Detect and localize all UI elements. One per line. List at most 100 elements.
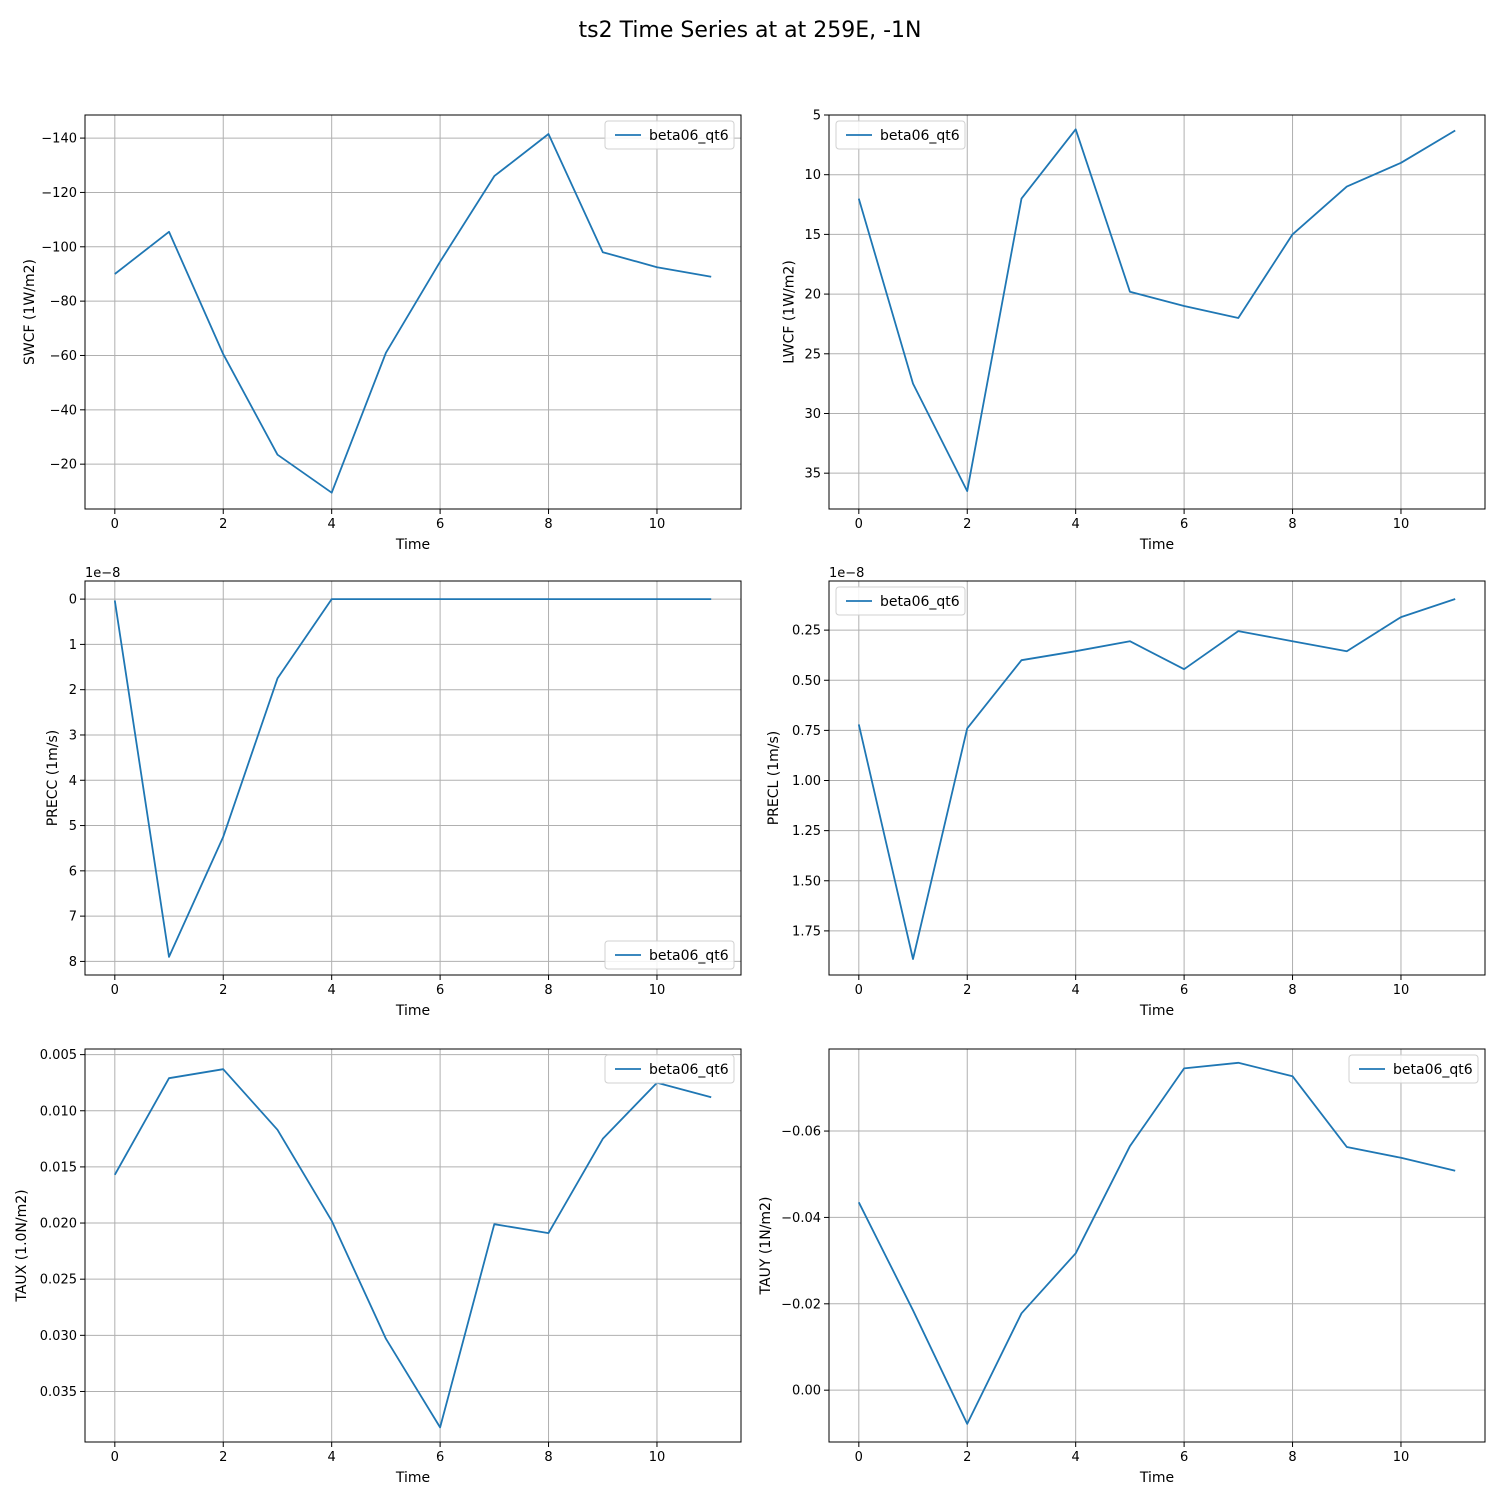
x-tick-label: 4 xyxy=(1072,517,1080,532)
x-tick-label: 2 xyxy=(963,983,971,998)
x-tick-label: 2 xyxy=(963,517,971,532)
axes-frame xyxy=(828,580,1486,976)
axes-frame xyxy=(84,580,742,976)
x-tick-label: 8 xyxy=(544,517,552,532)
y-tick-label: 2 xyxy=(69,683,77,698)
x-tick-label: 10 xyxy=(1393,517,1410,532)
legend-label: beta06_qt6 xyxy=(880,594,960,610)
y-tick-label: 20 xyxy=(804,288,821,303)
legend: beta06_qt6 xyxy=(604,120,735,150)
legend-box xyxy=(604,940,735,970)
x-tick-label: 4 xyxy=(1072,983,1080,998)
x-tick-label: 6 xyxy=(1180,517,1188,532)
legend: beta06_qt6 xyxy=(604,1054,735,1084)
y-axis-label: TAUX (1.0N/m2) xyxy=(14,1189,30,1302)
x-tick-label: 0 xyxy=(111,983,119,998)
x-tick-label: 10 xyxy=(649,1450,666,1465)
x-axis-label: Time xyxy=(1139,1003,1174,1019)
legend-box xyxy=(835,120,966,150)
y-axis-label: SWCF (1W/m2) xyxy=(22,259,38,365)
series-line-beta06_qt6 xyxy=(113,598,712,958)
legend: beta06_qt6 xyxy=(835,120,966,150)
x-tick-label: 10 xyxy=(649,983,666,998)
y-tick-label: −100 xyxy=(41,240,77,255)
x-axis-label: Time xyxy=(1139,1470,1174,1486)
legend-label: beta06_qt6 xyxy=(649,1062,729,1078)
legend-box xyxy=(604,1054,735,1084)
y-tick-label: −120 xyxy=(41,186,77,201)
y-tick-label: 6 xyxy=(69,864,77,879)
legend-label: beta06_qt6 xyxy=(1393,1062,1473,1078)
subplot-2: 0 2 4 6 8 10 5 10 15 20 25 30 35 Time LWCF (1W/m2) beta… xyxy=(781,109,1486,553)
y-tick-label: −0.06 xyxy=(781,1125,821,1140)
x-tick-label: 2 xyxy=(219,1450,227,1465)
y-tick-label: 0.025 xyxy=(40,1273,77,1288)
x-axis-label: Time xyxy=(395,537,430,553)
y-tick-label: 0.25 xyxy=(792,624,821,639)
x-tick-label: 4 xyxy=(328,983,336,998)
y-tick-label: 1.25 xyxy=(792,824,821,839)
y-tick-label: 30 xyxy=(804,407,821,422)
y-tick-label: 0.030 xyxy=(40,1329,77,1344)
y-tick-label: −60 xyxy=(50,349,77,364)
y-axis-label: LWCF (1W/m2) xyxy=(781,260,797,364)
x-axis-label: Time xyxy=(1139,537,1174,553)
x-tick-label: 0 xyxy=(111,517,119,532)
y-tick-label: 8 xyxy=(69,955,77,970)
x-tick-label: 4 xyxy=(328,1450,336,1465)
subplot-5: 0 2 4 6 8 10 0.005 0.010 0.015 0.020 0.025 0.030 0.0… xyxy=(14,1048,742,1486)
x-tick-label: 2 xyxy=(963,1450,971,1465)
y-tick-label: 25 xyxy=(804,347,821,362)
x-tick-label: 8 xyxy=(1288,517,1296,532)
x-tick-label: 10 xyxy=(1393,1450,1410,1465)
y-offset-text: 1e−8 xyxy=(829,566,864,581)
x-tick-label: 10 xyxy=(649,517,666,532)
y-tick-label: −0.02 xyxy=(781,1297,821,1312)
x-axis-label: Time xyxy=(395,1003,430,1019)
y-tick-label: 0.015 xyxy=(40,1160,77,1175)
y-tick-label: 0.010 xyxy=(40,1104,77,1119)
series-line-beta06_qt6 xyxy=(857,598,1456,960)
y-tick-label: 1.75 xyxy=(792,924,821,939)
y-tick-label: 0.75 xyxy=(792,724,821,739)
y-tick-label: −80 xyxy=(50,295,77,310)
y-tick-label: 5 xyxy=(69,819,77,834)
legend-label: beta06_qt6 xyxy=(649,948,729,964)
x-tick-label: 10 xyxy=(1393,983,1410,998)
y-tick-label: −140 xyxy=(41,132,77,147)
x-tick-label: 6 xyxy=(436,517,444,532)
x-tick-label: 4 xyxy=(1072,1450,1080,1465)
y-tick-label: 0.005 xyxy=(40,1048,77,1063)
subplot-3: 0 2 4 6 8 10 0 1 2 3 4 5 6 7 8 Time PRECC (1m/s) 1e−8 beta… xyxy=(45,566,742,1019)
x-tick-label: 2 xyxy=(219,517,227,532)
axes-frame xyxy=(828,1048,1486,1443)
axes-frame xyxy=(828,114,1486,510)
x-tick-label: 6 xyxy=(436,1450,444,1465)
y-tick-label: 7 xyxy=(69,910,77,925)
legend: beta06_qt6 xyxy=(604,940,735,970)
y-tick-label: 35 xyxy=(804,467,821,482)
x-tick-label: 8 xyxy=(544,1450,552,1465)
y-tick-label: 0.00 xyxy=(792,1384,821,1399)
figure-title: ts2 Time Series at at 259E, -1N xyxy=(578,18,921,43)
legend: beta06_qt6 xyxy=(1348,1054,1479,1084)
legend-box xyxy=(604,120,735,150)
subplot-1: 0 2 4 6 8 10 −140 −120 −100 −80 −60 −40 −20 Time SWCF … xyxy=(22,114,742,553)
y-axis-label: TAUY (1N/m2) xyxy=(758,1197,774,1296)
series-line-beta06_qt6 xyxy=(114,1068,712,1429)
y-tick-label: 1.50 xyxy=(792,874,821,889)
axes-frame xyxy=(84,1048,742,1443)
y-axis-label: PRECC (1m/s) xyxy=(45,730,61,827)
y-tick-label: 15 xyxy=(804,228,821,243)
x-tick-label: 6 xyxy=(1180,1450,1188,1465)
x-tick-label: 0 xyxy=(111,1450,119,1465)
y-axis-label: PRECL (1m/s) xyxy=(766,731,782,826)
x-tick-label: 0 xyxy=(855,517,863,532)
subplot-4: 0 2 4 6 8 10 0.25 0.50 0.75 1.00 1.25 1.50 1.75 Time P… xyxy=(766,566,1486,1019)
legend: beta06_qt6 xyxy=(835,586,966,616)
y-offset-text: 1e−8 xyxy=(85,566,120,581)
y-tick-label: 0 xyxy=(69,593,77,608)
subplots-grid: 0 2 4 6 8 10−140−120−100−80−60−40−20TimeSWCF … xyxy=(14,109,1486,1486)
